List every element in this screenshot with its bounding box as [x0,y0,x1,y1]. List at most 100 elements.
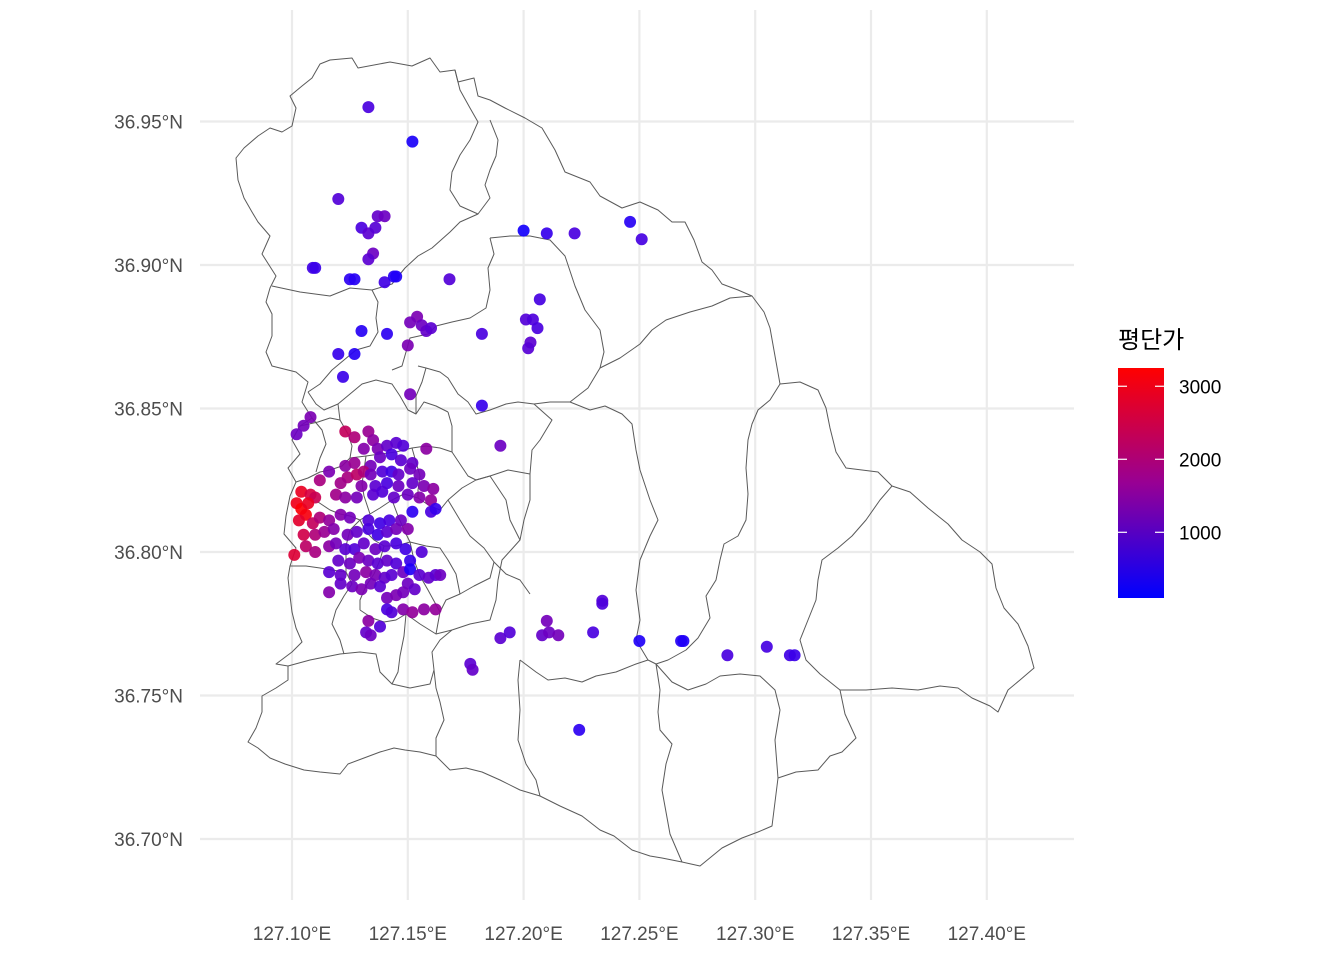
sale-point [533,293,546,306]
sale-point [367,488,380,501]
sale-point [362,514,375,527]
sale-point [387,491,400,504]
x-tick-label: 127.30°E [716,924,794,945]
y-tick-label: 36.80°N [114,543,183,564]
sale-point [297,528,310,541]
district-line [519,659,781,779]
district-line [271,119,499,297]
sale-point [406,505,419,518]
legend-colorbar [1118,368,1164,598]
district-line [435,499,495,635]
sale-point [346,580,359,593]
sale-point [339,459,352,472]
sale-point [376,485,389,498]
x-tick-label: 127.35°E [832,924,910,945]
sale-point [413,468,426,481]
district-line [599,295,753,369]
legend-tick-label: 3000 [1179,377,1221,398]
legend-tick-label: 1000 [1179,523,1221,544]
sale-point [348,348,361,360]
sale-point [434,569,447,581]
sale-point [334,508,347,521]
sale-point [355,583,368,596]
sale-point [362,614,375,627]
sale-point [302,497,315,510]
sale-point [404,554,417,567]
sale-point [343,557,356,570]
sale-point [573,723,586,736]
sale-point [587,626,600,639]
sale-point [339,491,352,504]
sale-point [371,557,384,570]
sale-point [355,480,368,492]
sale-point [406,135,419,148]
sale-point [404,388,417,401]
sale-point [420,442,433,455]
sale-point [334,577,347,590]
x-tick-label: 127.15°E [369,924,447,945]
sale-point [348,431,361,444]
sale-point [323,586,336,599]
district-line [475,475,521,541]
sale-point [721,649,734,662]
sale-point [371,528,384,541]
sale-point [339,425,352,438]
sale-point [406,606,419,619]
x-tick-label: 127.10°E [253,924,331,945]
sale-point [360,566,373,579]
sale-point [330,488,342,501]
district-line [493,561,531,595]
sale-point [404,462,417,475]
sale-point [503,626,516,639]
sale-point [304,411,317,424]
district-line [307,391,339,411]
sale-point [362,101,375,114]
legend-ticks: 1000 2000 3000 [1118,377,1221,544]
district-line [311,417,327,473]
sale-point [425,322,437,335]
sale-point [494,439,507,452]
sale-point [339,543,352,556]
sale-point [390,523,403,535]
district-line [517,659,541,797]
district-line [439,403,553,511]
sale-point [385,448,398,461]
district-line [447,411,453,452]
sale-point [292,514,305,527]
sale-point [392,480,405,492]
sale-point [295,485,308,498]
sale-point [364,468,377,481]
sale-point [381,525,393,538]
x-tick-label: 127.20°E [484,924,562,945]
sale-point [397,586,410,599]
sale-point [540,614,553,627]
sale-point [309,546,322,558]
sale-point [401,339,414,352]
sale-point [418,480,430,492]
sale-point [427,482,440,495]
sale-point [443,273,456,286]
sale-point [633,635,646,647]
sale-point [355,325,368,337]
sale-point [357,537,370,550]
sale-point [332,554,345,567]
sale-point [313,511,326,524]
sale-point [381,327,393,340]
y-tick-label: 36.75°N [114,687,183,708]
sale-point [343,511,356,524]
sale-point [475,399,488,412]
sale-point [350,525,363,538]
district-line [655,663,683,863]
sale-point [378,540,391,553]
sale-point [318,525,331,538]
sale-point [401,523,414,535]
sale-point [475,327,488,340]
sale-point [466,663,479,676]
y-tick-label: 36.95°N [114,113,183,134]
sale-point [374,580,386,593]
sale-point [399,543,412,556]
sale-point [332,348,345,360]
color-legend: 평단가 1000 2000 3000 [1118,326,1221,598]
district-line [391,237,495,371]
legend-tick-label: 2000 [1179,450,1221,471]
